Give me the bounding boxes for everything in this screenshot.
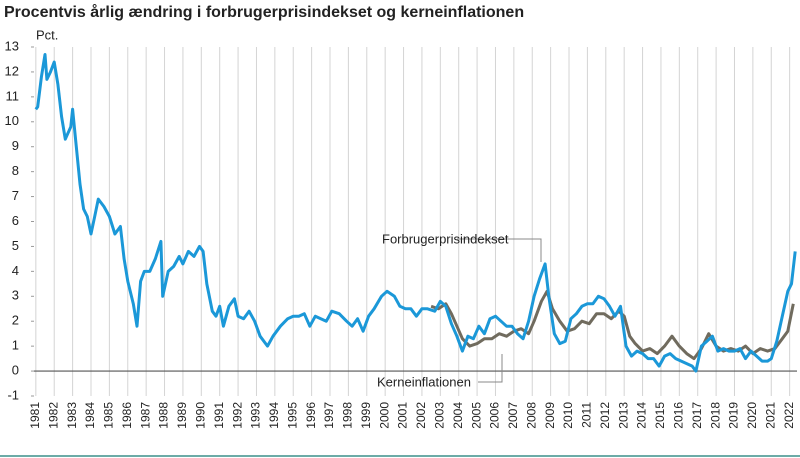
x-tick-label: 2017	[690, 402, 704, 429]
x-tick-label: 1988	[157, 402, 171, 429]
x-tick-label: 1997	[322, 402, 336, 429]
x-tick-label: 2003	[432, 402, 446, 429]
y-tick-label: 13	[5, 38, 19, 53]
x-tick-label: 1982	[46, 402, 60, 429]
x-tick-label: 1983	[65, 402, 79, 429]
x-tick-label: 1986	[120, 402, 134, 429]
x-tick-label: 2022	[782, 402, 796, 429]
x-tick-label: 2005	[469, 402, 483, 429]
series-line	[430, 289, 795, 361]
y-tick-label: 3	[12, 288, 19, 303]
x-tick-label: 1989	[175, 402, 189, 429]
x-tick-label: 2001	[396, 402, 410, 429]
x-tick-label: 1985	[102, 402, 116, 429]
y-tick-label: 11	[6, 88, 20, 103]
y-tick-label: 7	[12, 188, 19, 203]
x-tick-label: 2011	[580, 402, 594, 428]
chart-title: Procentvis årlig ændring i forbrugerpris…	[4, 3, 524, 21]
y-tick-label: 5	[12, 238, 19, 253]
lines	[34, 53, 797, 373]
y-tick-label: 10	[5, 113, 19, 128]
leader-line	[457, 238, 542, 262]
x-tick-label: 2018	[708, 402, 722, 429]
y-tick-label: 4	[12, 263, 19, 278]
x-tick-label: 2004	[451, 402, 465, 429]
x-tick-label: 1999	[359, 402, 373, 429]
x-tick-label: 1998	[341, 402, 355, 429]
leader-line	[478, 354, 503, 383]
x-tick-label: 1994	[267, 402, 281, 429]
x-tick-label: 2013	[616, 402, 630, 429]
series-line	[34, 53, 797, 373]
annotation: Kerneinflationen	[377, 374, 471, 389]
y-tick-label: 8	[12, 163, 19, 178]
x-tick-label: 1992	[230, 402, 244, 429]
x-tick-label: 1987	[138, 402, 152, 429]
x-tick-label: 1993	[249, 402, 263, 429]
y-tick-label: -1	[7, 387, 19, 402]
x-tick-label: 2019	[727, 402, 741, 429]
x-tick-label: 2000	[377, 402, 391, 429]
x-tick-label: 1995	[285, 402, 299, 429]
x-tick-label: 2020	[745, 402, 759, 429]
x-tick-label: 2016	[672, 402, 686, 429]
x-tick-label: 2006	[488, 402, 502, 429]
x-tick-label: 2002	[414, 402, 428, 429]
x-tick-label: 2010	[561, 402, 575, 429]
y-tick-label: 6	[12, 213, 19, 228]
x-tick-label: 1991	[212, 402, 226, 429]
x-tick-label: 1996	[304, 402, 318, 429]
x-tick-label: 2012	[598, 402, 612, 429]
y-tick-label: 0	[12, 363, 19, 378]
x-tick-label: 1990	[193, 402, 207, 429]
x-tick-label: 2014	[635, 402, 649, 429]
y-tick-label: 2	[12, 313, 19, 328]
x-tick-label: 1984	[83, 402, 97, 429]
x-tick-label: 1981	[28, 402, 42, 429]
y-tick-label: 12	[5, 63, 19, 78]
x-tick-label: 2015	[653, 402, 667, 429]
grid: 1981 1982 1983 1984 1985 1986 1987 1988 1989 1990…	[5, 38, 797, 429]
annotation: Forbrugerprisindekset	[382, 231, 509, 246]
y-axis-label: Pct.	[36, 27, 58, 42]
y-tick-label: 9	[12, 138, 19, 153]
x-tick-label: 2009	[543, 402, 557, 429]
x-tick-label: 2008	[524, 402, 538, 429]
x-tick-label: 2007	[506, 402, 520, 429]
x-tick-label: 2021	[763, 402, 777, 429]
y-tick-label: 1	[12, 338, 19, 353]
